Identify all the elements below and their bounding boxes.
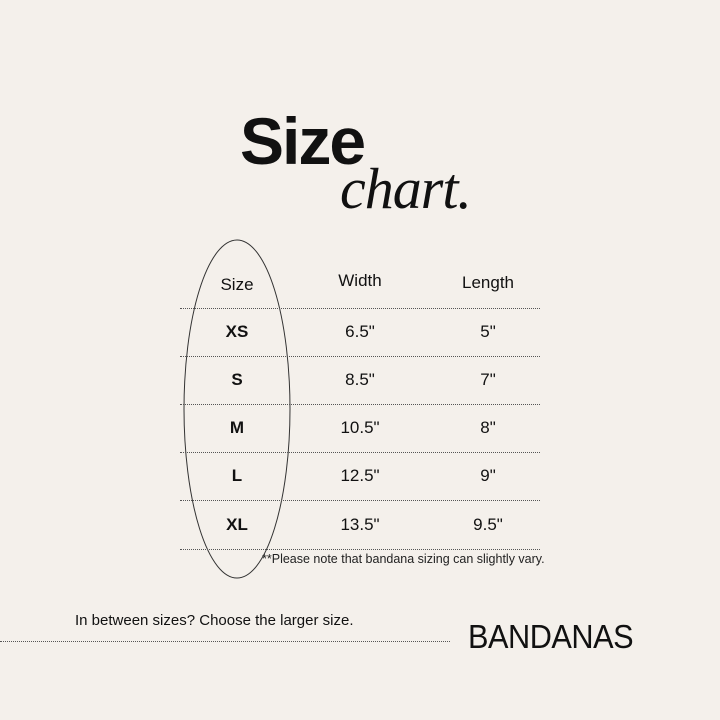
- cell-width: 13.5": [340, 514, 380, 534]
- cell-length: 9.5": [473, 514, 503, 534]
- header-size: Size: [220, 275, 254, 294]
- cell-length: 7": [480, 370, 496, 389]
- header-width: Width: [338, 271, 382, 290]
- cell-length: 5": [480, 322, 496, 341]
- cell-width: 12.5": [340, 466, 380, 485]
- header-length: Length: [462, 273, 514, 292]
- cell-size: XS: [225, 322, 249, 341]
- cell-width: 8.5": [345, 370, 375, 389]
- sizing-note: **Please note that bandana sizing can sl…: [262, 552, 545, 566]
- cell-size: S: [231, 370, 243, 389]
- cell-length: 8": [480, 418, 496, 437]
- cell-size: L: [231, 466, 243, 485]
- row-divider: [180, 549, 540, 550]
- title-script: chart.: [340, 156, 472, 221]
- row-divider: [180, 452, 540, 453]
- cell-size: XL: [226, 514, 248, 534]
- sizing-tip: In between sizes? Choose the larger size…: [75, 612, 354, 629]
- row-divider: [180, 356, 540, 357]
- title-main: Size: [240, 104, 366, 178]
- cell-length: 9": [480, 466, 496, 485]
- cell-width: 10.5": [340, 418, 380, 437]
- divider: [0, 641, 450, 642]
- row-divider: [180, 308, 540, 309]
- product-label: BANDANAS: [468, 618, 634, 655]
- row-divider: [180, 500, 540, 501]
- cell-size: M: [229, 418, 245, 437]
- cell-width: 6.5": [345, 322, 375, 341]
- row-divider: [180, 404, 540, 405]
